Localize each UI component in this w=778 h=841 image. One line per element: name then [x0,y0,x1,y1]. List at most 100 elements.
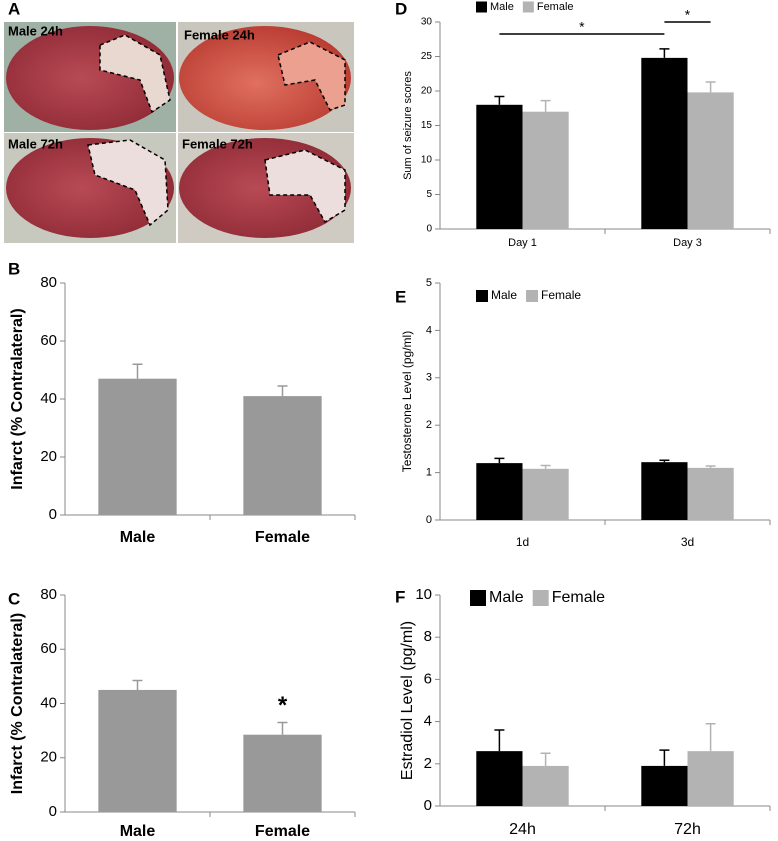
error-bar [540,464,551,469]
error-bar [132,363,143,379]
y-tick-label: 80 [40,586,57,603]
error-bar [659,459,670,463]
y-tick-label: 40 [40,390,57,407]
y-tick-label: 15 [421,120,433,131]
error-bar [540,99,551,112]
bar [243,396,322,515]
y-tick-label: 25 [421,51,433,62]
bar [476,751,523,806]
bar [641,57,688,229]
y-tick-label: 80 [40,274,57,291]
legend-label: Female [541,288,581,302]
y-tick-label: 4 [426,324,432,336]
y-tick-label: 0 [49,803,57,820]
y-tick-label: 30 [421,17,433,28]
y-tick-label: 40 [40,694,57,711]
error-bar [277,385,288,397]
y-tick-label: 0 [49,506,57,523]
error-bar [277,721,288,735]
error-bar [705,722,716,752]
legend-swatch [526,290,539,302]
legend-label: Female [537,1,574,13]
y-axis-title: Testosterone Level (pg/ml) [400,331,414,472]
annotation: * [685,7,691,23]
error-bar [494,95,505,105]
panel-label: C [8,589,20,608]
x-tick-label: 72h [674,821,701,838]
photo-panel: A Male 24h Female 24h Male 72h Female 72… [4,0,354,243]
y-tick-label: 20 [40,448,57,465]
x-tick-label: Male [120,823,156,840]
x-tick-label: Male [120,529,156,546]
x-tick-label: Female [255,823,310,840]
error-bar [494,457,505,464]
y-tick-label: 20 [40,749,57,766]
x-tick-label: 24h [509,821,536,838]
y-tick-label: 10 [421,155,433,166]
photo-label: Female 72h [182,136,253,151]
panel-label: A [8,0,20,18]
photo-label: Male 72h [8,136,63,151]
y-tick-label: 10 [415,586,432,603]
bar [98,689,177,812]
y-tick-label: 20 [421,86,433,97]
panel-label: F [395,587,405,606]
legend-swatch [532,590,549,606]
y-tick-label: 0 [426,514,432,526]
error-bar [659,48,670,58]
y-tick-label: 2 [424,755,432,772]
y-tick-label: 60 [40,332,57,349]
y-tick-label: 5 [426,277,432,289]
error-bar [494,729,505,752]
y-tick-label: 0 [426,224,432,235]
y-tick-label: 1 [426,467,432,479]
y-tick-label: 6 [424,670,432,687]
panel-label: B [8,259,20,278]
y-tick-label: 3 [426,372,432,384]
bar [243,734,322,812]
bar [98,378,177,515]
error-bar [659,749,670,766]
annotation: * [579,19,585,35]
legend-swatch [476,1,487,13]
infarct-outline [99,34,171,114]
x-tick-label: 1d [516,535,529,549]
x-tick-label: 3d [681,535,694,549]
bar [522,765,569,806]
x-tick-label: Female [255,529,310,546]
error-bar [540,752,551,766]
bar [522,468,569,520]
bar [641,462,688,520]
legend-label: Male [489,589,524,606]
bar [476,104,523,229]
x-tick-label: Day 3 [673,237,702,249]
error-bar [132,679,143,690]
bar [641,765,688,806]
y-tick-label: 5 [426,189,432,200]
photo-label: Female 24h [184,27,255,42]
infarct-outline [87,139,169,227]
bar [476,463,523,520]
legend-swatch [470,590,486,606]
bar [687,751,734,806]
annotation: * [278,692,288,719]
x-tick-label: Day 1 [508,237,537,249]
legend-label: Male [490,1,514,13]
legend-swatch [476,290,488,302]
photo-label: Male 24h [8,23,63,38]
legend-label: Female [552,589,605,606]
y-axis-title: Estradiol Level (pg/ml) [399,621,416,780]
y-tick-label: 0 [424,797,432,814]
bar [687,467,734,520]
legend-swatch [522,1,534,13]
legend-label: Male [491,288,517,302]
bar [687,92,734,229]
infarct-outline [264,149,346,224]
y-axis-title: Sum of seizure scores [402,71,414,180]
panel-label: E [395,287,406,306]
y-tick-label: 60 [40,640,57,657]
infarct-outline [277,41,346,111]
y-tick-label: 2 [426,419,432,431]
panel-label: D [395,0,407,18]
